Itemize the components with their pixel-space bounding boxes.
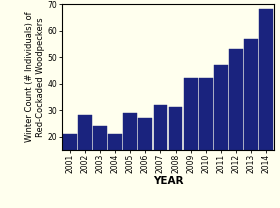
Bar: [93, 126, 107, 189]
Bar: [259, 9, 273, 189]
Bar: [78, 115, 92, 189]
Bar: [138, 118, 152, 189]
Bar: [229, 49, 243, 189]
Bar: [63, 134, 77, 189]
Bar: [123, 113, 137, 189]
Bar: [169, 107, 183, 189]
Bar: [244, 38, 258, 189]
Bar: [199, 78, 213, 189]
Y-axis label: Winter Count (# Individuals) of
Red-Cockaded Woodpeckers: Winter Count (# Individuals) of Red-Cock…: [25, 12, 45, 142]
X-axis label: YEAR: YEAR: [153, 176, 183, 186]
Bar: [108, 134, 122, 189]
Bar: [184, 78, 198, 189]
Bar: [153, 105, 167, 189]
Bar: [214, 65, 228, 189]
